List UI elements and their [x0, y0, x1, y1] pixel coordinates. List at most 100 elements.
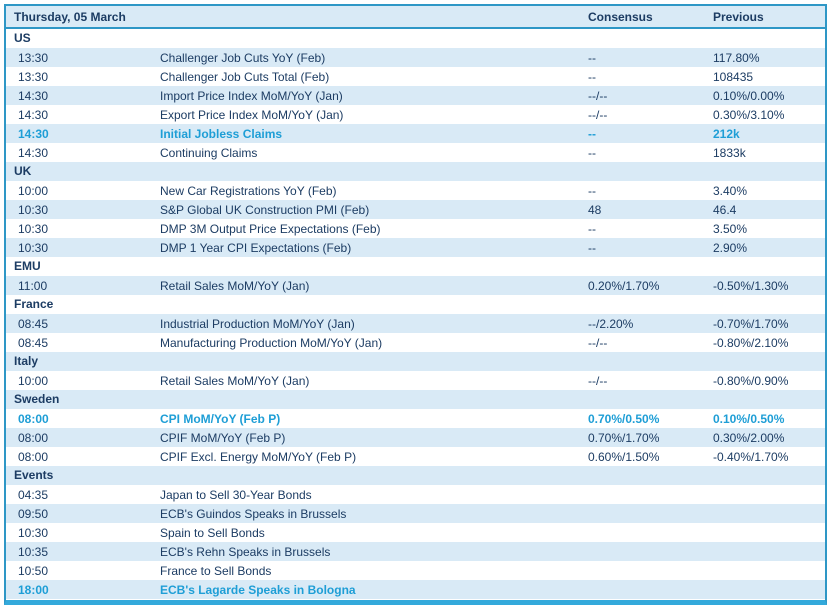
- consensus-cell: --: [588, 69, 596, 84]
- consensus-cell: --/--: [588, 335, 608, 350]
- time-cell: 04:35: [18, 487, 49, 502]
- event-cell: CPIF Excl. Energy MoM/YoY (Feb P): [160, 449, 357, 464]
- consensus-cell: 0.20%/1.70%: [588, 278, 660, 293]
- table-row: 14:30 Initial Jobless Claims -- 212k: [6, 124, 825, 143]
- event-cell: Retail Sales MoM/YoY (Jan): [160, 278, 310, 293]
- time-cell: 13:30: [18, 69, 49, 84]
- table-row: 08:00 CPIF MoM/YoY (Feb P) 0.70%/1.70% 0.30…: [6, 428, 825, 447]
- time-cell: 08:00: [18, 430, 49, 445]
- table-row: 10:00 New Car Registrations YoY (Feb) -- 3.…: [6, 181, 825, 200]
- time-cell: 08:00: [18, 449, 49, 464]
- consensus-cell: 48: [588, 202, 602, 217]
- event-cell: Manufacturing Production MoM/YoY (Jan): [160, 335, 383, 350]
- event-cell: DMP 3M Output Price Expectations (Feb): [160, 221, 381, 236]
- section-header-uk: UK: [6, 162, 825, 181]
- consensus-cell: --/--: [588, 88, 608, 103]
- consensus-cell: --: [588, 145, 596, 160]
- previous-cell: 3.40%: [713, 183, 748, 198]
- section-header-us: US: [6, 29, 825, 48]
- event-cell: DMP 1 Year CPI Expectations (Feb): [160, 240, 352, 255]
- time-cell: 10:30: [18, 525, 49, 540]
- time-cell: 10:00: [18, 183, 49, 198]
- event-cell: Spain to Sell Bonds: [160, 525, 265, 540]
- table-row: 08:00 CPIF Excl. Energy MoM/YoY (Feb P) 0.…: [6, 447, 825, 466]
- previous-cell: 3.50%: [713, 221, 748, 236]
- event-cell: Japan to Sell 30-Year Bonds: [160, 487, 312, 502]
- economic-calendar-table: Thursday, 05 March Consensus Previous US…: [4, 4, 827, 605]
- consensus-cell: --: [588, 50, 596, 65]
- consensus-cell: 0.60%/1.50%: [588, 449, 660, 464]
- table-row: 10:30 DMP 1 Year CPI Expectations (Feb) --…: [6, 238, 825, 257]
- previous-cell: 46.4: [713, 202, 737, 217]
- table-row: 13:30 Challenger Job Cuts Total (Feb) -- 10…: [6, 67, 825, 86]
- section-header-france: France: [6, 295, 825, 314]
- table-row: 10:30 S&P Global UK Construction PMI (Feb…: [6, 200, 825, 219]
- previous-cell: 1833k: [713, 145, 746, 160]
- table-row: 10:30 DMP 3M Output Price Expectations (F…: [6, 219, 825, 238]
- table-row: 08:45 Industrial Production MoM/YoY (Jan)…: [6, 314, 825, 333]
- section-header-italy: Italy: [6, 352, 825, 371]
- time-cell: 10:30: [18, 221, 49, 236]
- time-cell: 18:00: [18, 582, 49, 597]
- event-cell: ECB's Rehn Speaks in Brussels: [160, 544, 331, 559]
- table-row: 08:45 Manufacturing Production MoM/YoY (J…: [6, 333, 825, 352]
- table-row: 08:00 CPI MoM/YoY (Feb P) 0.70%/0.50% 0.10%…: [6, 409, 825, 428]
- consensus-cell: --/--: [588, 373, 608, 388]
- section-header-emu: EMU: [6, 257, 825, 276]
- time-cell: 10:35: [18, 544, 49, 559]
- event-cell: CPI MoM/YoY (Feb P): [160, 411, 281, 426]
- previous-column-header: Previous: [713, 9, 764, 24]
- consensus-cell: --: [588, 126, 596, 141]
- time-cell: 14:30: [18, 126, 49, 141]
- previous-cell: 2.90%: [713, 240, 748, 255]
- event-cell: New Car Registrations YoY (Feb): [160, 183, 337, 198]
- table-row: 14:30 Export Price Index MoM/YoY (Jan) --/…: [6, 105, 825, 124]
- previous-cell: -0.50%/1.30%: [713, 278, 789, 293]
- table-row: 10:50 France to Sell Bonds: [6, 561, 825, 580]
- consensus-cell: 0.70%/1.70%: [588, 430, 660, 445]
- consensus-column-header: Consensus: [588, 9, 653, 24]
- event-cell: Challenger Job Cuts Total (Feb): [160, 69, 330, 84]
- time-cell: 08:45: [18, 335, 49, 350]
- consensus-cell: --/2.20%: [588, 316, 634, 331]
- table-row: 14:30 Continuing Claims -- 1833k: [6, 143, 825, 162]
- table-row: 14:30 Import Price Index MoM/YoY (Jan) --/…: [6, 86, 825, 105]
- section-header-sweden: Sweden: [6, 390, 825, 409]
- previous-cell: -0.80%/0.90%: [713, 373, 789, 388]
- consensus-cell: --/--: [588, 107, 608, 122]
- previous-cell: 108435: [713, 69, 754, 84]
- time-cell: 14:30: [18, 145, 49, 160]
- table-row: 09:50 ECB's Guindos Speaks in Brussels: [6, 504, 825, 523]
- previous-cell: -0.40%/1.70%: [713, 449, 789, 464]
- previous-cell: -0.80%/2.10%: [713, 335, 789, 350]
- consensus-cell: 0.70%/0.50%: [588, 411, 660, 426]
- event-cell: Continuing Claims: [160, 145, 258, 160]
- event-cell: Initial Jobless Claims: [160, 126, 283, 141]
- event-cell: ECB's Lagarde Speaks in Bologna: [160, 582, 356, 597]
- calendar-header-row: Thursday, 05 March Consensus Previous: [6, 6, 825, 29]
- event-cell: S&P Global UK Construction PMI (Feb): [160, 202, 370, 217]
- event-cell: ECB's Guindos Speaks in Brussels: [160, 506, 347, 521]
- previous-cell: -0.70%/1.70%: [713, 316, 789, 331]
- consensus-cell: --: [588, 183, 596, 198]
- table-row: 11:00 Retail Sales MoM/YoY (Jan) 0.20%/1.7…: [6, 276, 825, 295]
- previous-cell: 0.10%/0.50%: [713, 411, 785, 426]
- event-cell: Industrial Production MoM/YoY (Jan): [160, 316, 355, 331]
- table-row: 10:00 Retail Sales MoM/YoY (Jan) --/-- -0.8…: [6, 371, 825, 390]
- table-row: 18:00 ECB's Lagarde Speaks in Bologna: [6, 580, 825, 599]
- time-cell: 13:30: [18, 50, 49, 65]
- time-cell: 10:30: [18, 240, 49, 255]
- event-cell: Retail Sales MoM/YoY (Jan): [160, 373, 310, 388]
- section-header-events: Events: [6, 466, 825, 485]
- previous-cell: 212k: [713, 126, 740, 141]
- time-cell: 08:00: [18, 411, 49, 426]
- time-cell: 14:30: [18, 88, 49, 103]
- time-cell: 14:30: [18, 107, 49, 122]
- event-cell: Export Price Index MoM/YoY (Jan): [160, 107, 344, 122]
- event-cell: Import Price Index MoM/YoY (Jan): [160, 88, 343, 103]
- event-cell: France to Sell Bonds: [160, 563, 272, 578]
- time-cell: 10:30: [18, 202, 49, 217]
- event-cell: Challenger Job Cuts YoY (Feb): [160, 50, 326, 65]
- time-cell: 10:50: [18, 563, 49, 578]
- time-cell: 11:00: [18, 278, 48, 293]
